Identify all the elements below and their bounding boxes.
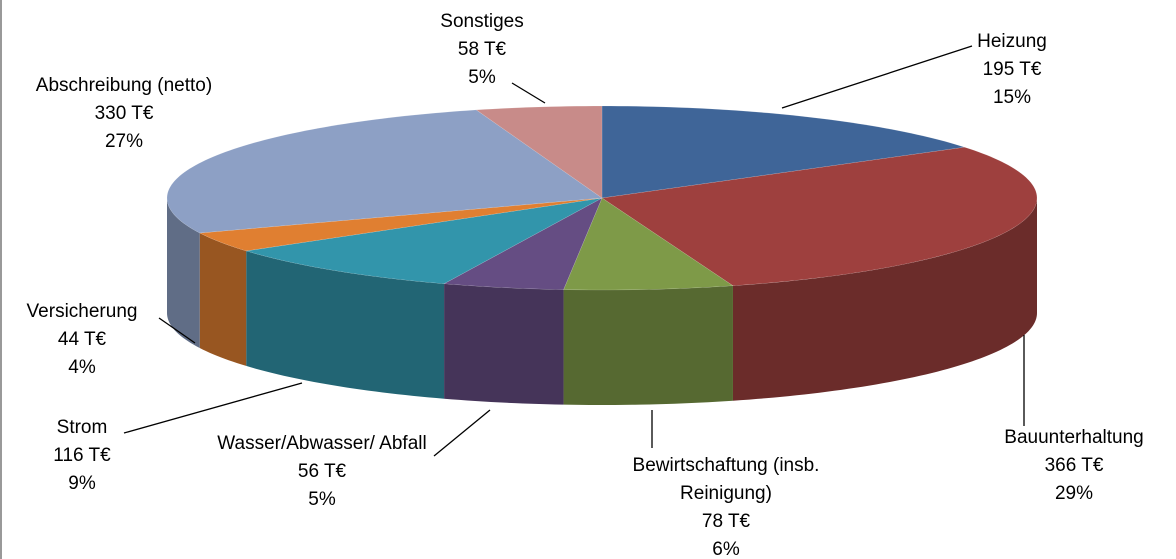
value-label: 78 T€ — [701, 511, 751, 532]
value-label: 330 T€ — [94, 103, 154, 124]
slice-side — [199, 233, 247, 366]
slice-label: Bewirtschaftung (insb. Reinigung) 78 T€ 6% — [616, 452, 836, 559]
slice-label: Heizung 195 T€ 15% — [932, 28, 1092, 112]
percent-label: 4% — [68, 357, 96, 378]
slice-side — [444, 283, 564, 405]
slice-label: Bauunterhaltung 366 T€ 29% — [974, 424, 1174, 508]
slice — [443, 197, 603, 290]
value-label: 116 T€ — [53, 445, 111, 466]
slice-label: Strom 116 T€ 9% — [7, 414, 157, 498]
category-name: Strom — [56, 417, 108, 438]
slice-side — [246, 250, 445, 399]
percent-label: 9% — [68, 473, 96, 494]
slice-side — [732, 198, 1037, 401]
percent-label: 29% — [1054, 483, 1094, 504]
slice — [246, 197, 603, 284]
percent-label: 5% — [468, 67, 496, 88]
slice — [198, 197, 603, 252]
percent-label: 5% — [308, 489, 336, 510]
value-label: 195 T€ — [982, 59, 1042, 80]
value-label: 58 T€ — [457, 39, 507, 60]
slice — [601, 105, 965, 199]
slice — [601, 146, 1038, 286]
leader-line — [511, 82, 546, 104]
slice — [563, 197, 734, 291]
value-label: 44 T€ — [57, 329, 107, 350]
value-label: 366 T€ — [1044, 455, 1104, 476]
category-name: Bewirtschaftung (insb. Reinigung) — [632, 455, 820, 504]
category-name: Bauunterhaltung — [1004, 427, 1144, 448]
slice — [166, 109, 603, 234]
slice-label: Wasser/Abwasser/ Abfall 56 T€ 5% — [202, 430, 442, 514]
percent-label: 15% — [992, 87, 1032, 108]
slice-label: Versicherung 44 T€ 4% — [2, 298, 162, 382]
slice-side — [563, 285, 733, 405]
value-label: 56 T€ — [297, 461, 347, 482]
slice-side — [167, 198, 200, 349]
slice-label: Abschreibung (netto) 330 T€ 27% — [2, 72, 254, 156]
leader-line — [781, 45, 973, 109]
slice-label: Sonstiges 58 T€ 5% — [412, 8, 552, 92]
leader-line — [433, 409, 491, 457]
percent-label: 27% — [104, 131, 144, 152]
category-name: Heizung — [977, 31, 1047, 52]
category-name: Sonstiges — [440, 11, 524, 32]
category-name: Versicherung — [26, 301, 138, 322]
leader-line — [158, 317, 196, 344]
category-name: Wasser/Abwasser/ Abfall — [217, 433, 427, 454]
leader-line — [123, 382, 303, 434]
category-name: Abschreibung (netto) — [35, 75, 213, 96]
slice — [475, 105, 603, 199]
percent-label: 6% — [712, 539, 740, 559]
